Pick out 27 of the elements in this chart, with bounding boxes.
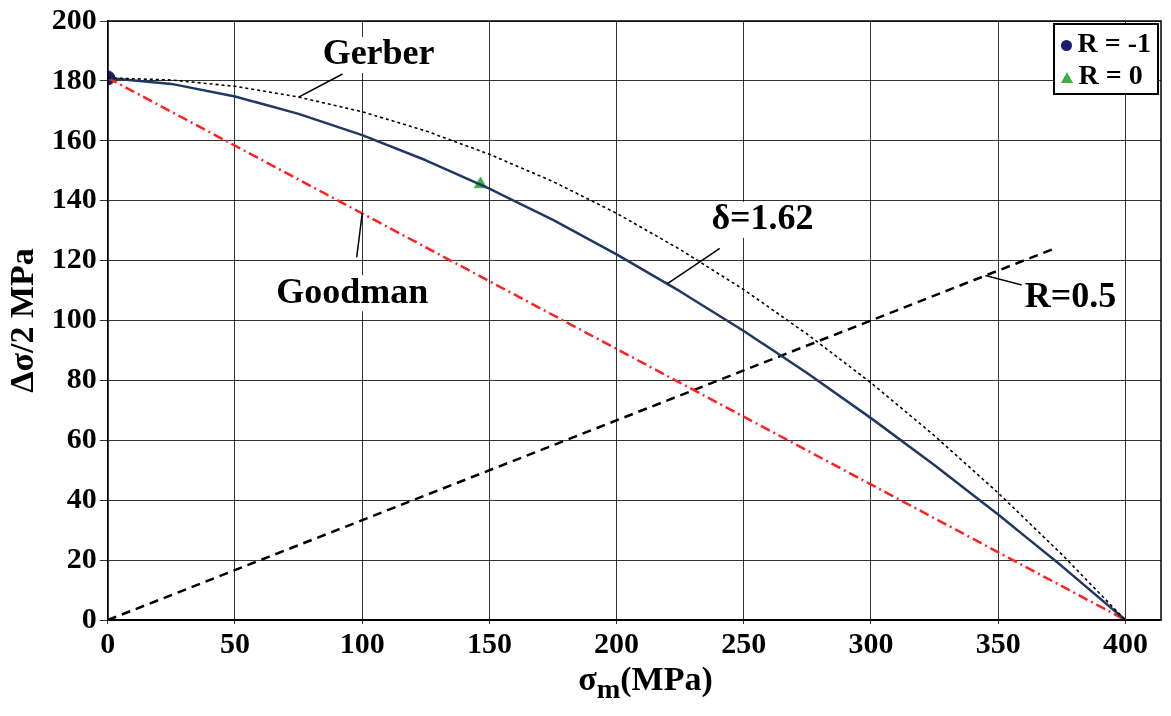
legend-label: R = 0 (1078, 59, 1143, 90)
annotation: R=0.5 (1024, 274, 1117, 315)
x-tick-label: 400 (1102, 625, 1148, 659)
y-tick-label: 0 (81, 600, 97, 634)
annotation: Goodman (276, 270, 429, 311)
y-tick-label: 60 (66, 421, 97, 455)
x-tick-label: 150 (466, 625, 512, 659)
y-tick-label: 100 (51, 301, 97, 335)
x-tick-label: 200 (594, 625, 640, 659)
legend-label: R = -1 (1077, 27, 1151, 58)
x-tick-label: 350 (975, 625, 1021, 659)
annotation: δ=1.62 (711, 196, 814, 237)
y-tick-label: 80 (66, 361, 97, 395)
y-tick-label: 180 (51, 61, 97, 95)
y-tick-label: 160 (51, 121, 97, 155)
y-axis-title: Δσ/2 MPa (3, 248, 41, 393)
y-tick-label: 140 (51, 181, 97, 215)
x-tick-label: 300 (848, 625, 894, 659)
x-tick-label: 50 (220, 625, 250, 659)
y-tick-label: 20 (66, 540, 97, 574)
y-tick-label: 40 (66, 480, 97, 514)
x-tick-label: 250 (721, 625, 767, 659)
y-tick-label: 200 (51, 1, 97, 35)
x-tick-label: 100 (339, 625, 385, 659)
y-tick-label: 120 (51, 241, 97, 275)
annotation: Gerber (322, 32, 435, 73)
x-axis-title: σ$_{m}$(MPa) (577, 660, 714, 705)
